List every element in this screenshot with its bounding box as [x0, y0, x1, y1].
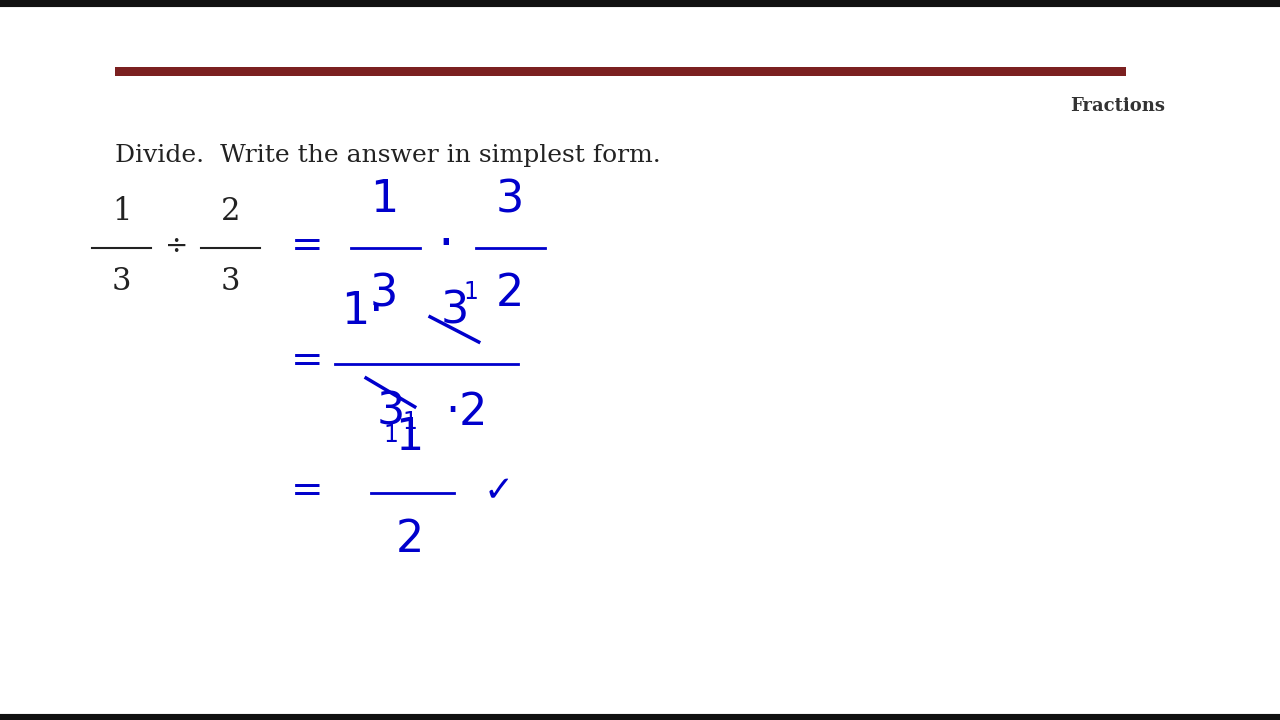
- Text: 2: 2: [220, 196, 241, 227]
- Text: Fractions: Fractions: [1070, 97, 1165, 115]
- Text: 3: 3: [440, 289, 468, 333]
- Text: 2: 2: [396, 518, 424, 562]
- Text: 1·: 1·: [342, 289, 384, 333]
- Text: ·2: ·2: [445, 391, 488, 434]
- FancyBboxPatch shape: [115, 67, 1126, 76]
- Text: 3: 3: [370, 272, 398, 315]
- Text: ÷: ÷: [165, 233, 188, 261]
- Text: 3: 3: [376, 391, 404, 434]
- Text: 1: 1: [396, 415, 424, 459]
- Text: ✓: ✓: [484, 474, 515, 508]
- Text: 1: 1: [402, 410, 417, 434]
- Text: ·: ·: [436, 219, 454, 271]
- Text: 3: 3: [220, 266, 241, 297]
- Text: =: =: [291, 343, 324, 380]
- Text: 1: 1: [383, 423, 398, 446]
- Text: 2: 2: [495, 272, 524, 315]
- Text: 1: 1: [370, 178, 398, 221]
- Text: =: =: [291, 472, 324, 510]
- Text: 3: 3: [495, 178, 524, 221]
- Text: =: =: [291, 228, 324, 265]
- Text: 1: 1: [463, 280, 479, 304]
- Text: 3: 3: [111, 266, 132, 297]
- Text: Divide.  Write the answer in simplest form.: Divide. Write the answer in simplest for…: [115, 144, 660, 167]
- Text: 1: 1: [111, 196, 132, 227]
